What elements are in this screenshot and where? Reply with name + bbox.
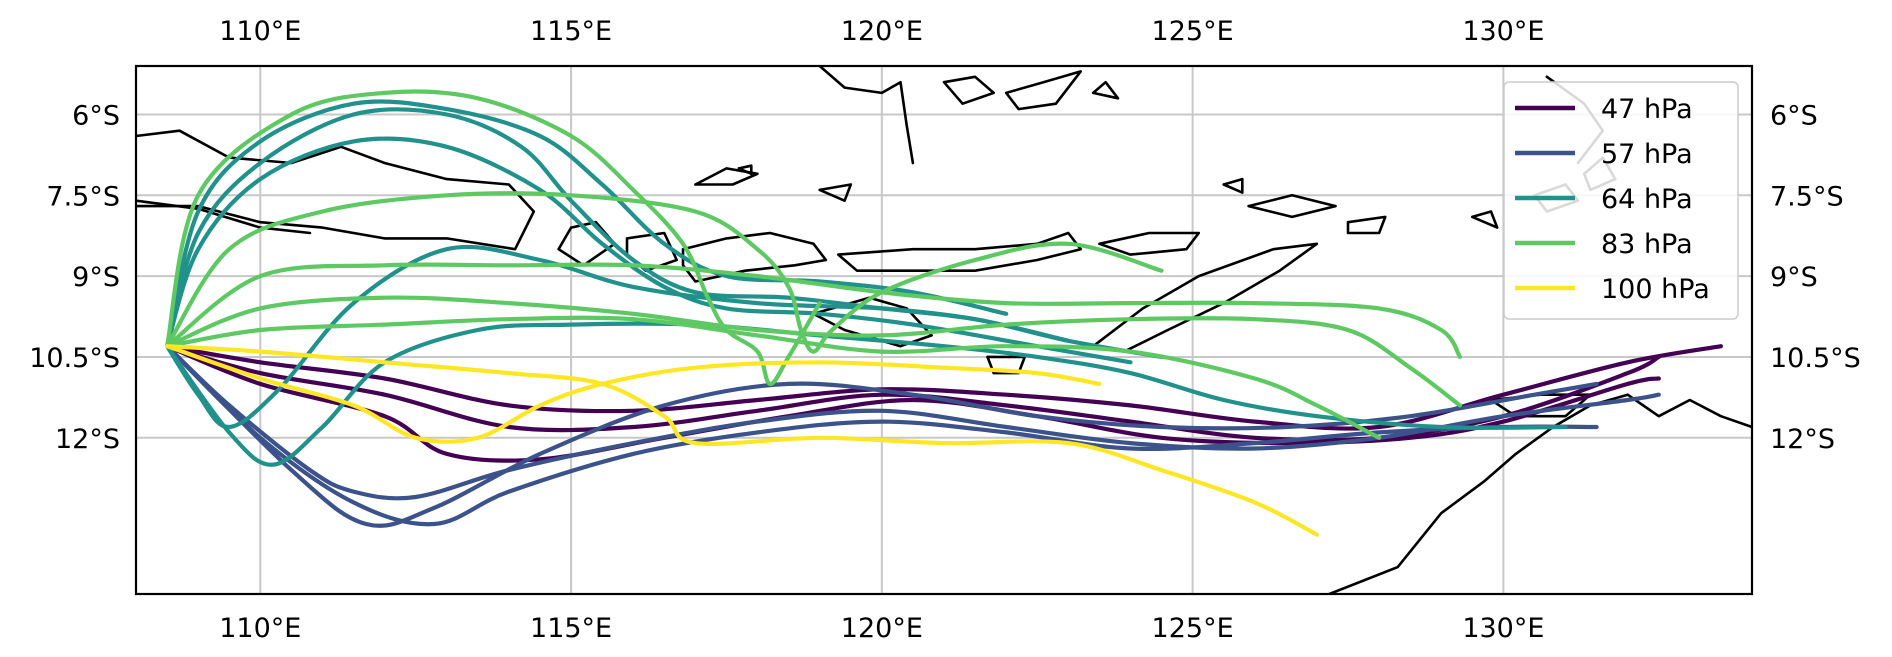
lat-tick-label-right: 6°S bbox=[1770, 100, 1818, 131]
coastline bbox=[1091, 80, 1120, 100]
trajectory-line bbox=[165, 295, 1462, 408]
lat-tick-label-right: 7.5°S bbox=[1770, 181, 1844, 212]
trajectory-line bbox=[165, 344, 1661, 463]
trajectory-line bbox=[165, 107, 1071, 349]
lon-tick-label-bottom: 115°E bbox=[530, 613, 612, 644]
trajectory-line bbox=[165, 344, 1723, 431]
lat-tick-label-left: 10.5°S bbox=[29, 343, 120, 374]
coastline bbox=[942, 75, 995, 105]
coastline bbox=[1091, 242, 1319, 353]
trajectory-line bbox=[165, 191, 1164, 354]
legend-box bbox=[1503, 81, 1739, 320]
trajectory-line bbox=[165, 315, 1382, 440]
lat-tick-label-right: 12°S bbox=[1770, 424, 1835, 455]
coastline bbox=[1098, 231, 1201, 256]
coastline bbox=[837, 231, 1082, 272]
legend-label: 64 hPa bbox=[1601, 184, 1693, 215]
trajectory-line bbox=[165, 344, 1102, 444]
lon-tick-label-bottom: 110°E bbox=[219, 613, 301, 644]
legend-label: 100 hPa bbox=[1601, 274, 1710, 305]
lat-tick-label-right: 9°S bbox=[1770, 262, 1818, 293]
coastline bbox=[1346, 215, 1387, 235]
trajectory-line bbox=[165, 344, 1599, 527]
lon-tick-label-top: 120°E bbox=[841, 16, 923, 47]
tick-labels: 110°E 110°E 115°E 115°E 120°E 120°E 125°E 125°E… bbox=[29, 16, 1861, 644]
coastline bbox=[818, 183, 853, 202]
coastline bbox=[1471, 210, 1499, 229]
coastline bbox=[1328, 393, 1752, 594]
lon-tick-label-top: 130°E bbox=[1462, 16, 1544, 47]
legend-label: 57 hPa bbox=[1601, 139, 1693, 170]
legend: 47 hPa 57 hPa 64 hPa 83 hPa 100 hPa bbox=[1503, 81, 1739, 320]
lat-tick-label-left: 9°S bbox=[72, 262, 120, 293]
coastline bbox=[681, 231, 828, 283]
lon-tick-label-bottom: 130°E bbox=[1462, 613, 1544, 644]
lon-tick-label-bottom: 120°E bbox=[841, 613, 923, 644]
legend-label: 83 hPa bbox=[1601, 229, 1693, 260]
lon-tick-label-bottom: 125°E bbox=[1152, 613, 1234, 644]
lon-tick-label-top: 115°E bbox=[530, 16, 612, 47]
coastline bbox=[136, 129, 536, 251]
coastline bbox=[136, 199, 312, 235]
coastline bbox=[1222, 177, 1244, 194]
trajectory-line bbox=[165, 136, 1133, 365]
trajectory-line bbox=[165, 89, 822, 386]
lat-tick-label-left: 12°S bbox=[55, 424, 120, 455]
lon-tick-label-top: 125°E bbox=[1152, 16, 1234, 47]
lat-tick-label-left: 6°S bbox=[72, 100, 120, 131]
lon-tick-label-top: 110°E bbox=[219, 16, 301, 47]
coastline bbox=[1247, 194, 1337, 219]
trajectory-line bbox=[165, 99, 1009, 349]
coastline bbox=[1004, 70, 1082, 111]
trajectory-line bbox=[165, 262, 1462, 359]
trajectory-lines bbox=[165, 89, 1723, 537]
coastline bbox=[737, 164, 753, 176]
gridlines bbox=[136, 66, 1752, 594]
lat-tick-label-left: 7.5°S bbox=[46, 181, 120, 212]
trajectory-line bbox=[165, 344, 1319, 537]
legend-label: 47 hPa bbox=[1601, 94, 1693, 125]
coastlines bbox=[136, 66, 1752, 594]
coastline bbox=[818, 66, 915, 165]
lat-tick-label-right: 10.5°S bbox=[1770, 343, 1861, 374]
plot-frame bbox=[134, 64, 1754, 596]
coastline bbox=[694, 167, 759, 186]
